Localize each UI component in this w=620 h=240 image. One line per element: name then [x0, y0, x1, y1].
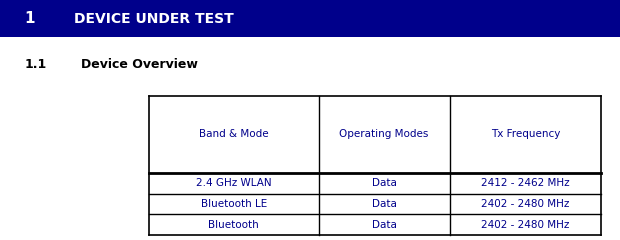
Text: Bluetooth: Bluetooth: [208, 220, 259, 230]
Text: Device Overview: Device Overview: [81, 58, 198, 71]
Text: Data: Data: [372, 178, 397, 188]
Text: Band & Mode: Band & Mode: [199, 129, 268, 139]
Bar: [0, 0, 620, 37]
Text: DEVICE UNDER TEST: DEVICE UNDER TEST: [74, 12, 234, 26]
Text: 2402 - 2480 MHz: 2402 - 2480 MHz: [481, 220, 570, 230]
Text: Operating Modes: Operating Modes: [340, 129, 429, 139]
Text: Bluetooth LE: Bluetooth LE: [200, 199, 267, 209]
Text: 2402 - 2480 MHz: 2402 - 2480 MHz: [481, 199, 570, 209]
Text: 2412 - 2462 MHz: 2412 - 2462 MHz: [481, 178, 570, 188]
Text: Tx Frequency: Tx Frequency: [491, 129, 560, 139]
Text: Data: Data: [372, 220, 397, 230]
Text: Data: Data: [372, 199, 397, 209]
Text: 1.1: 1.1: [25, 58, 47, 71]
Text: 2.4 GHz WLAN: 2.4 GHz WLAN: [196, 178, 272, 188]
Text: 1: 1: [25, 11, 35, 26]
